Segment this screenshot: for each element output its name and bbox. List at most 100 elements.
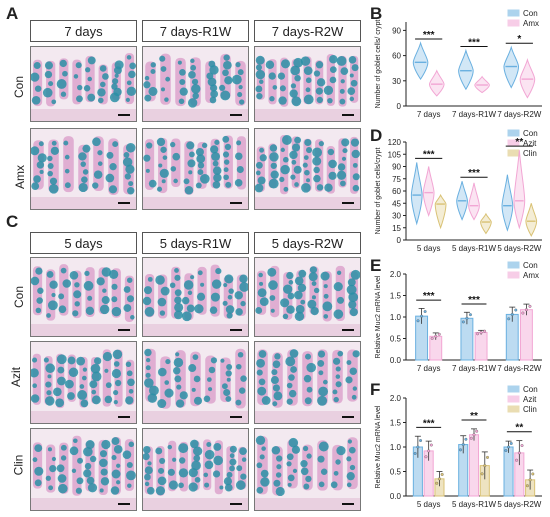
goblet-cell — [100, 477, 110, 486]
legend-label: Con — [523, 129, 538, 138]
goblet-cell — [336, 446, 346, 456]
goblet-cell — [113, 361, 120, 367]
goblet-cell — [172, 152, 181, 161]
legend-entry: Con — [507, 385, 538, 394]
goblet-cell — [60, 444, 67, 451]
goblet-cell — [330, 481, 338, 489]
goblet-cell — [255, 183, 264, 193]
goblet-cell — [227, 294, 233, 300]
goblet-cell — [123, 152, 130, 158]
goblet-cell — [220, 358, 225, 363]
goblet-cell — [257, 386, 267, 396]
legend-swatch — [507, 149, 520, 157]
goblet-cell — [125, 97, 130, 102]
goblet-cell — [341, 138, 350, 147]
goblet-cell — [91, 371, 102, 382]
goblet-cell — [304, 397, 312, 405]
scale-bar — [342, 202, 354, 204]
goblet-cell — [318, 481, 325, 488]
y-tick-label: 120 — [388, 138, 402, 147]
crypt-shape — [32, 442, 43, 489]
goblet-cell — [305, 146, 313, 154]
goblet-cell — [341, 156, 347, 161]
data-point — [521, 311, 525, 315]
goblet-cell — [37, 153, 47, 163]
goblet-cell — [347, 278, 356, 287]
goblet-cell — [110, 486, 120, 495]
data-point — [515, 458, 519, 462]
goblet-cell — [237, 92, 243, 98]
goblet-cell — [226, 377, 231, 382]
goblet-cell — [340, 180, 346, 187]
goblet-cell — [223, 389, 231, 397]
goblet-cell — [45, 475, 51, 481]
data-point — [524, 308, 528, 312]
data-point — [483, 464, 487, 468]
tissue-illustration — [143, 47, 248, 121]
goblet-cell — [126, 370, 133, 377]
goblet-cell — [126, 295, 135, 303]
goblet-cell — [83, 469, 92, 478]
data-point — [480, 472, 484, 476]
goblet-cell — [148, 385, 159, 396]
goblet-cell — [174, 267, 179, 273]
goblet-cell — [348, 56, 357, 64]
goblet-cell — [336, 56, 347, 66]
crypt-shape — [302, 444, 313, 491]
goblet-cell — [340, 67, 349, 75]
goblet-cell — [31, 276, 40, 286]
goblet-cell — [286, 453, 294, 461]
legend-label: Amx — [523, 271, 539, 280]
goblet-cell — [67, 356, 76, 365]
bar — [460, 317, 474, 361]
goblet-cell — [178, 482, 184, 489]
goblet-cell — [85, 306, 95, 315]
crypt-shape — [270, 265, 280, 318]
goblet-cell — [146, 486, 155, 495]
goblet-cell — [273, 479, 281, 487]
goblet-cell — [291, 159, 297, 165]
goblet-cell — [226, 312, 233, 319]
goblet-cell — [261, 396, 271, 405]
goblet-cell — [270, 162, 277, 169]
goblet-cell — [193, 446, 203, 456]
goblet-cell — [34, 479, 42, 487]
goblet-cell — [157, 476, 167, 486]
goblet-cell — [199, 173, 210, 184]
goblet-cell — [213, 443, 222, 451]
goblet-cell — [269, 152, 279, 162]
significance-label: *** — [423, 291, 435, 302]
goblet-cell — [99, 458, 108, 468]
goblet-cell — [333, 309, 344, 319]
goblet-cell — [157, 467, 165, 474]
goblet-cell — [174, 289, 182, 297]
data-point — [507, 317, 511, 321]
goblet-cell — [31, 182, 40, 190]
goblet-cell — [76, 477, 84, 485]
goblet-cell — [238, 99, 245, 105]
micrograph-image — [254, 128, 361, 210]
goblet-cell — [286, 461, 292, 467]
goblet-cell — [295, 304, 305, 314]
goblet-cell — [258, 79, 264, 85]
goblet-cell — [73, 74, 79, 79]
goblet-cell — [304, 138, 312, 147]
goblet-cell — [159, 310, 166, 316]
goblet-cell — [229, 445, 237, 453]
goblet-cell — [157, 297, 167, 307]
goblet-cell — [44, 396, 55, 406]
goblet-cell — [214, 139, 220, 145]
goblet-cell — [255, 55, 265, 65]
goblet-cell — [80, 399, 89, 408]
goblet-cell — [269, 96, 275, 102]
data-point — [423, 310, 427, 313]
goblet-cell — [194, 304, 204, 314]
goblet-cell — [349, 308, 358, 317]
crypt-shape — [210, 264, 220, 317]
goblet-cell — [255, 307, 263, 314]
goblet-cell — [182, 311, 192, 322]
goblet-cell — [279, 85, 286, 92]
goblet-cell — [228, 288, 234, 294]
goblet-cell — [178, 457, 186, 464]
goblet-cell — [327, 148, 335, 156]
